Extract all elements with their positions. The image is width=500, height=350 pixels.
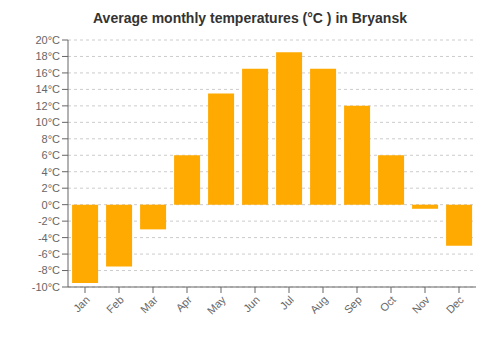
svg-text:Jul: Jul — [278, 293, 296, 311]
svg-text:Dec: Dec — [444, 293, 467, 316]
svg-text:4°C: 4°C — [42, 166, 61, 178]
svg-text:10°C: 10°C — [35, 116, 60, 128]
svg-text:Apr: Apr — [173, 293, 194, 314]
svg-text:Feb: Feb — [104, 293, 126, 315]
svg-text:12°C: 12°C — [35, 100, 60, 112]
svg-text:-8°C: -8°C — [38, 264, 60, 276]
svg-text:-10°C: -10°C — [32, 281, 60, 293]
svg-text:Jan: Jan — [71, 293, 92, 314]
svg-text:-2°C: -2°C — [38, 215, 60, 227]
svg-text:8°C: 8°C — [42, 133, 61, 145]
svg-text:Oct: Oct — [377, 293, 398, 314]
svg-text:Jun: Jun — [241, 293, 262, 314]
svg-text:-4°C: -4°C — [38, 232, 60, 244]
svg-text:14°C: 14°C — [35, 83, 60, 95]
svg-text:Sep: Sep — [342, 293, 364, 315]
svg-text:Mar: Mar — [138, 293, 160, 315]
svg-text:0°C: 0°C — [42, 199, 61, 211]
svg-text:May: May — [205, 293, 229, 317]
svg-text:20°C: 20°C — [35, 34, 60, 46]
svg-text:6°C: 6°C — [42, 149, 61, 161]
svg-text:18°C: 18°C — [35, 50, 60, 62]
svg-text:16°C: 16°C — [35, 67, 60, 79]
svg-text:2°C: 2°C — [42, 182, 61, 194]
svg-text:Nov: Nov — [410, 293, 433, 316]
svg-text:Aug: Aug — [308, 293, 330, 315]
html-text:Average monthly temperatures (: Average monthly temperatures (°C ) in Br… — [93, 10, 407, 26]
svg-text:-6°C: -6°C — [38, 248, 60, 260]
